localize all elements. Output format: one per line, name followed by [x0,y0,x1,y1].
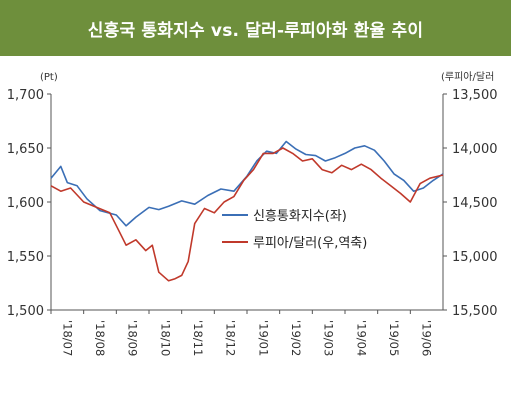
series-line-idr-usd [50,147,444,282]
left-tick-label: 1,700 [7,88,44,103]
x-tick-label: '19/02 [289,320,303,356]
legend-label: 루피아/달러(우,역축) [253,236,367,251]
x-tick-label: '19/03 [322,320,336,356]
tick-labels: (Pt) (루피아/달러 1,700 1,650 1,600 1,550 1,500 13,5… [7,71,498,356]
x-tick-label: '18/08 [93,320,107,356]
x-tick-label: '18/12 [224,320,238,356]
right-tick-label: 14,000 [452,142,498,157]
axes [47,93,447,314]
left-tick-label: 1,600 [7,196,44,211]
left-axis-unit: (Pt) [40,72,58,83]
legend: 신흥통화지수(좌) 루피아/달러(우,역축) [222,209,367,251]
dual-axis-line-chart: (Pt) (루피아/달러 1,700 1,650 1,600 1,550 1,500 13,5… [7,71,498,356]
chart-title: 신흥국 통화지수 vs. 달러-루피아화 환율 추이 [0,0,511,56]
x-tick-label: '18/07 [60,320,74,356]
series-lines [50,140,444,282]
legend-label: 신흥통화지수(좌) [253,209,347,224]
x-tick-label: '19/05 [387,320,401,356]
x-tick-label: '18/10 [158,320,172,356]
x-tick-label: '18/09 [126,320,140,356]
x-tick-label: '19/06 [420,320,434,356]
x-tick-label: '19/01 [256,320,270,356]
left-tick-label: 1,650 [7,142,44,157]
right-tick-label: 15,500 [452,304,498,319]
right-tick-label: 14,500 [452,196,498,211]
x-tick-label: '18/11 [191,320,205,356]
right-axis-unit: (루피아/달러 [441,71,494,83]
right-tick-label: 15,000 [452,250,498,265]
x-tick-label: '19/04 [354,320,368,356]
left-tick-label: 1,550 [7,250,44,265]
left-tick-label: 1,500 [7,304,44,319]
right-tick-label: 13,500 [452,88,498,103]
